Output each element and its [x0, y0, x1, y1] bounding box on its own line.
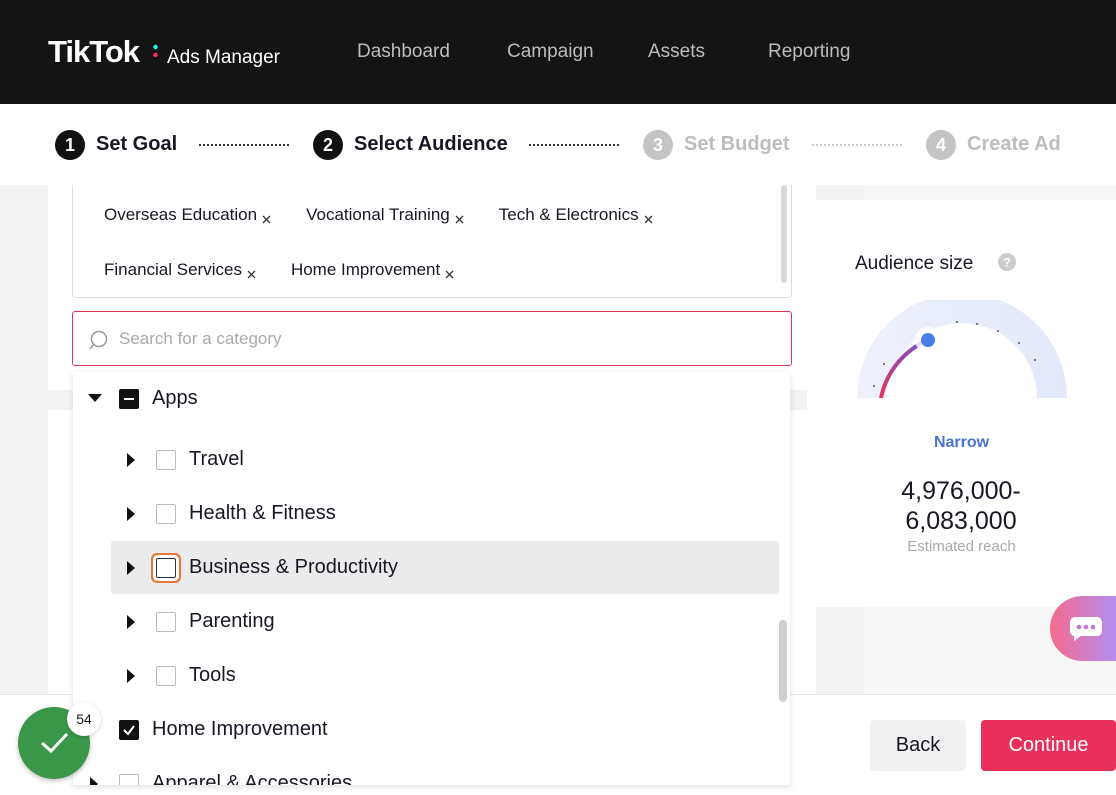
tag-label: Home Improvement — [290, 260, 441, 279]
tree-label: Apparel & Accessories — [152, 772, 353, 785]
checkbox[interactable] — [119, 774, 139, 785]
row-highlight — [111, 541, 779, 594]
brand[interactable]: TikTok — [48, 34, 140, 69]
checkbox[interactable] — [156, 666, 176, 686]
tree-row[interactable]: Business & Productivity — [73, 541, 790, 595]
expand-arrow — [88, 777, 102, 785]
estimated-reach-label: Estimated reach — [907, 538, 1016, 555]
step-connector — [529, 144, 619, 146]
step-number: 3 — [643, 130, 673, 160]
tree-label: Tools — [189, 664, 236, 686]
checkbox[interactable] — [156, 558, 176, 578]
audience-level: Narrow — [933, 434, 990, 451]
tree-row[interactable]: Home Improvement — [73, 703, 790, 757]
tag-remove[interactable] — [261, 210, 272, 223]
checkbox[interactable] — [119, 720, 139, 740]
gauge — [857, 300, 1067, 399]
tag-label: Overseas Education — [104, 205, 258, 224]
scrollbar — [781, 185, 787, 283]
tag: Financial Services — [104, 260, 257, 280]
step-label: Set Budget — [684, 133, 790, 155]
svg-text:?: ? — [1003, 256, 1010, 270]
tag-label: Financial Services — [104, 260, 242, 279]
tree-label: Business & Productivity — [189, 556, 398, 578]
tag-remove[interactable] — [643, 210, 654, 223]
checkbox[interactable] — [119, 389, 139, 409]
tag: Tech & Electronics — [499, 205, 654, 225]
expand-arrow — [88, 392, 102, 406]
nav-item[interactable]: Reporting — [768, 41, 851, 62]
checkbox[interactable] — [156, 450, 176, 470]
badge: 54 — [67, 702, 101, 736]
step-connector — [199, 144, 289, 146]
tree-row[interactable]: Parenting — [73, 595, 790, 649]
tree-label: Travel — [189, 448, 244, 470]
expand-arrow — [125, 453, 139, 467]
tag-remove[interactable] — [246, 265, 257, 278]
checkbox[interactable] — [156, 612, 176, 632]
back-button[interactable]: Back — [870, 720, 966, 771]
search-icon — [89, 330, 108, 350]
step-label: Create Ad — [967, 133, 1061, 155]
tree-row[interactable]: Apps — [73, 372, 790, 426]
tag: Vocational Training — [306, 205, 465, 225]
brand-mark — [153, 44, 158, 58]
expand-arrow — [125, 561, 139, 575]
scrollbar — [779, 620, 787, 702]
nav-item[interactable]: Dashboard — [357, 41, 450, 62]
step-label: Select Audience — [354, 133, 508, 155]
tag-label: Vocational Training — [306, 205, 450, 224]
tree-label: Home Improvement — [152, 718, 328, 740]
search-placeholder: Search for a category — [119, 329, 282, 348]
tag-label: Tech & Electronics — [498, 205, 639, 224]
tree-row[interactable]: Travel — [73, 433, 790, 487]
top-nav: TikTok Ads Manager Dashboard Campaign Asse… — [0, 0, 1116, 104]
tag-remove[interactable] — [444, 265, 455, 278]
tree-row[interactable]: Health & Fitness — [73, 487, 790, 541]
tree-label: Apps — [152, 387, 198, 409]
expand-arrow — [125, 669, 139, 683]
step-number: 2 — [313, 130, 343, 160]
tree-row[interactable]: Tools — [73, 649, 790, 703]
chat-button[interactable] — [1050, 596, 1116, 661]
tag: Home Improvement — [291, 260, 455, 280]
tag-remove[interactable] — [454, 210, 465, 223]
audience-title: Audience size — [855, 253, 974, 274]
step-number: 4 — [926, 130, 956, 160]
audience-card: Audience size ? Narrow 4,976,000-6,083,0… — [807, 200, 1116, 607]
step-number: 1 — [55, 130, 85, 160]
checkbox[interactable] — [156, 504, 176, 524]
step-bar: 1 Set Goal 2 Select Audience 3 Set Budget 4 Cre… — [0, 104, 1116, 185]
continue-button[interactable]: Continue — [981, 720, 1116, 771]
estimated-reach-value: 4,976,000-6,083,000 — [901, 477, 1021, 535]
category-tree: Apps Travel Health & Fitness Business & Pro… — [73, 372, 790, 785]
expand-arrow — [125, 507, 139, 521]
tree-row[interactable]: Apparel & Accessories — [73, 757, 790, 785]
nav-item[interactable]: Campaign — [507, 41, 594, 62]
expand-arrow — [125, 615, 139, 629]
nav-item[interactable]: Assets — [648, 41, 706, 62]
tree-label: Health & Fitness — [189, 502, 336, 524]
chat-icon — [1069, 617, 1102, 641]
selected-tags: Overseas Education Vocational Training Tec… — [72, 185, 792, 298]
tree-label: Parenting — [189, 610, 275, 632]
product-name: Ads Manager — [167, 47, 281, 68]
tag-list: Overseas Education Vocational Training Tec… — [104, 205, 764, 280]
step-label: Set Goal — [96, 133, 178, 155]
tag: Overseas Education — [104, 205, 272, 225]
search-box[interactable]: Search for a category — [72, 311, 792, 366]
check-icon — [41, 732, 69, 754]
step-connector — [812, 144, 902, 146]
help-icon[interactable]: ? — [998, 253, 1016, 271]
